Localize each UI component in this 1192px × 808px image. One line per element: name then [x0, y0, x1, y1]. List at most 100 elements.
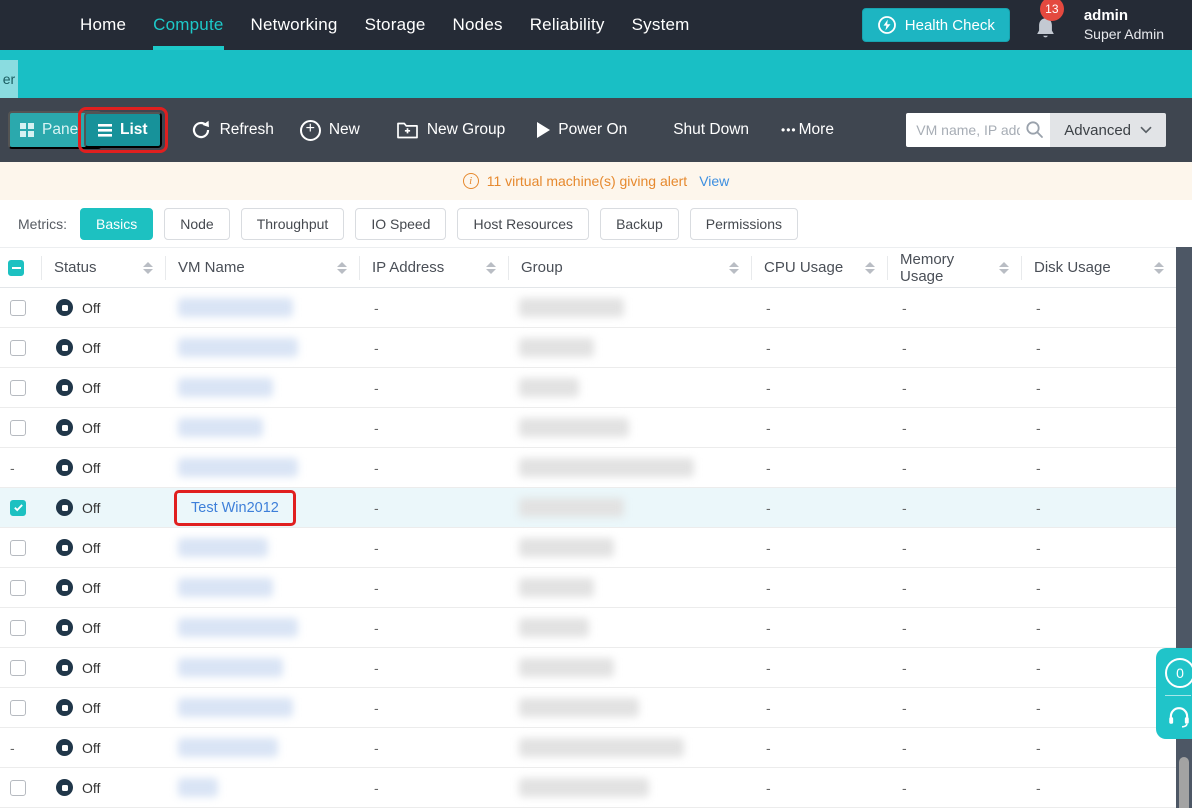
nav-item-system[interactable]: System: [631, 15, 690, 34]
new-label: New: [328, 121, 360, 138]
sort-icon[interactable]: [999, 261, 1009, 274]
table-row[interactable]: Off - - - -: [0, 568, 1176, 608]
table-row[interactable]: Off Test Win2012 - - - -: [0, 488, 1176, 528]
user-block[interactable]: admin Super Admin: [1084, 7, 1164, 43]
new-button[interactable]: + New: [299, 119, 360, 141]
metric-tab-host-resources[interactable]: Host Resources: [457, 207, 590, 240]
sort-icon[interactable]: [865, 261, 875, 274]
memory-usage-cell: -: [902, 339, 907, 356]
table-body: Off - - - - Off - - - - Off - - - - Off - - - - - Off - - - - Off T…: [0, 288, 1176, 808]
table-row[interactable]: Off - - - -: [0, 368, 1176, 408]
power-on-label: Power On: [558, 121, 628, 138]
table-row[interactable]: - Off - - - -: [0, 448, 1176, 488]
select-all-checkbox[interactable]: [8, 259, 24, 276]
header-memory[interactable]: Memory Usage: [888, 251, 1022, 285]
metric-tab-basics[interactable]: Basics: [80, 207, 154, 240]
nav-item-home[interactable]: Home: [80, 15, 127, 34]
table-row[interactable]: Off - - - -: [0, 648, 1176, 688]
nav-item-nodes[interactable]: Nodes: [452, 15, 503, 34]
alert-message: 11 virtual machine(s) giving alert: [486, 173, 688, 189]
table-row[interactable]: - Off - - - -: [0, 728, 1176, 768]
group-cell: [509, 498, 752, 517]
metric-tab-backup[interactable]: Backup: [600, 207, 679, 240]
table-row[interactable]: Off - - - -: [0, 528, 1176, 568]
row-checkbox[interactable]: [10, 659, 26, 676]
more-button[interactable]: ••• More: [781, 121, 834, 139]
row-checkbox[interactable]: [10, 779, 26, 796]
nav-item-storage[interactable]: Storage: [364, 15, 426, 34]
alert-bar: i 11 virtual machine(s) giving alert Vie…: [0, 162, 1192, 200]
vm-name-link[interactable]: Test Win2012: [191, 499, 279, 516]
search-icon[interactable]: [1025, 120, 1044, 139]
table-row[interactable]: Off - - - -: [0, 408, 1176, 448]
vm-name-cell: [166, 538, 360, 557]
health-check-button[interactable]: Health Check: [861, 8, 1010, 42]
table-row[interactable]: Off - - - -: [0, 768, 1176, 808]
scrollbar-thumb[interactable]: [1179, 757, 1189, 808]
power-off-icon: [56, 499, 73, 516]
new-group-icon: [397, 122, 418, 139]
row-checkbox[interactable]: [10, 379, 26, 396]
widget-divider: [1165, 695, 1191, 696]
row-no-checkbox-dash: -: [10, 739, 15, 756]
list-view-button[interactable]: List: [84, 112, 162, 148]
ip-cell: -: [374, 379, 379, 396]
notifications[interactable]: 13: [1032, 0, 1064, 43]
subnav-partial-tab[interactable]: er: [0, 60, 18, 98]
disk-usage-cell: -: [1036, 779, 1041, 796]
sort-icon[interactable]: [729, 261, 739, 274]
new-group-button[interactable]: New Group: [396, 120, 505, 140]
row-checkbox[interactable]: [10, 539, 26, 556]
nav-item-networking[interactable]: Networking: [250, 15, 338, 34]
status-label: Off: [82, 299, 101, 316]
row-checkbox[interactable]: [10, 419, 26, 436]
row-checkbox[interactable]: [10, 299, 26, 316]
sort-icon[interactable]: [1154, 261, 1164, 274]
metric-tab-permissions[interactable]: Permissions: [689, 207, 799, 240]
header-disk[interactable]: Disk Usage: [1022, 256, 1176, 280]
header-ip[interactable]: IP Address: [360, 255, 509, 280]
metric-tab-throughput[interactable]: Throughput: [240, 207, 345, 240]
sort-icon[interactable]: [143, 261, 153, 274]
refresh-button[interactable]: Refresh: [190, 119, 274, 141]
row-checkbox[interactable]: [10, 619, 26, 636]
group-cell: [509, 578, 752, 597]
metric-tab-io-speed[interactable]: IO Speed: [355, 207, 447, 240]
disk-usage-cell: -: [1036, 499, 1041, 516]
vm-status-cell: Off: [42, 339, 166, 356]
row-select-cell: [0, 539, 42, 556]
table-row[interactable]: Off - - - -: [0, 328, 1176, 368]
disk-usage-cell: -: [1036, 619, 1041, 636]
disk-usage-cell: -: [1036, 379, 1041, 396]
row-checkbox[interactable]: [10, 579, 26, 596]
sort-icon[interactable]: [486, 261, 496, 274]
advanced-search-button[interactable]: Advanced: [1050, 113, 1166, 147]
table-row[interactable]: Off - - - -: [0, 288, 1176, 328]
header-vm-name[interactable]: VM Name: [166, 255, 360, 280]
sort-icon[interactable]: [337, 261, 347, 274]
row-checkbox[interactable]: [10, 339, 26, 356]
metrics-row: Metrics: Basics Node Throughput IO Speed…: [0, 200, 1192, 247]
shut-down-button[interactable]: Shut Down: [673, 121, 749, 139]
row-select-cell: [0, 699, 42, 716]
row-checkbox[interactable]: [10, 499, 26, 516]
notification-badge: 13: [1039, 0, 1064, 21]
header-cpu[interactable]: CPU Usage: [752, 255, 888, 280]
task-counter-button[interactable]: 0: [1165, 658, 1192, 688]
redacted-group: [519, 338, 594, 357]
row-checkbox[interactable]: [10, 699, 26, 716]
status-label: Off: [82, 739, 101, 756]
nav-item-compute[interactable]: Compute: [153, 0, 224, 50]
search-input[interactable]: [906, 113, 1051, 147]
table-row[interactable]: Off - - - -: [0, 688, 1176, 728]
header-status[interactable]: Status: [42, 255, 166, 280]
panel-view-button[interactable]: Panel: [8, 111, 102, 149]
alert-view-link[interactable]: View: [699, 173, 730, 189]
list-icon: [98, 123, 112, 137]
table-row[interactable]: Off - - - -: [0, 608, 1176, 648]
header-group[interactable]: Group: [509, 255, 752, 280]
nav-item-reliability[interactable]: Reliability: [529, 15, 605, 34]
power-on-button[interactable]: Power On: [537, 121, 627, 139]
support-headset-button[interactable]: [1165, 703, 1192, 729]
metric-tab-node[interactable]: Node: [164, 207, 230, 240]
